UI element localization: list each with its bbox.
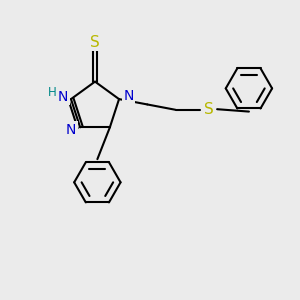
Text: N: N bbox=[65, 123, 76, 137]
Text: N: N bbox=[123, 88, 134, 103]
Text: N: N bbox=[58, 90, 68, 104]
Text: H: H bbox=[48, 86, 57, 99]
Text: S: S bbox=[204, 102, 214, 117]
Text: S: S bbox=[90, 34, 100, 50]
